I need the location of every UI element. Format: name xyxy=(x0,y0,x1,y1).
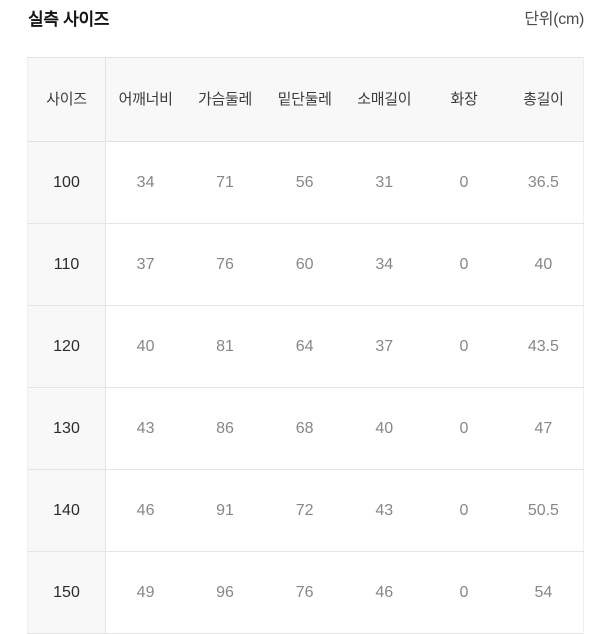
value-cell: 71 xyxy=(185,141,265,224)
size-cell: 150 xyxy=(27,551,106,634)
column-header-size: 사이즈 xyxy=(27,57,106,142)
value-cell: 47 xyxy=(503,387,584,470)
table-row: 110 37 76 60 34 0 40 xyxy=(27,223,584,306)
page-title: 실측 사이즈 xyxy=(28,10,110,29)
column-header-shoulder: 어깨너비 xyxy=(105,57,186,142)
table-row: 100 34 71 56 31 0 36.5 xyxy=(27,141,584,224)
value-cell: 56 xyxy=(264,141,345,224)
size-table: 사이즈 어깨너비 가슴둘레 밑단둘레 소매길이 화장 총길이 100 34 71… xyxy=(27,57,584,634)
value-cell: 54 xyxy=(503,551,584,634)
value-cell: 31 xyxy=(344,141,425,224)
table-row: 150 49 96 76 46 0 54 xyxy=(27,551,584,634)
size-cell: 100 xyxy=(27,141,106,224)
value-cell: 72 xyxy=(264,469,345,552)
value-cell: 81 xyxy=(185,305,265,388)
table-row: 130 43 86 68 40 0 47 xyxy=(27,387,584,470)
column-header-sleeve: 소매길이 xyxy=(344,57,425,142)
value-cell: 40 xyxy=(344,387,425,470)
value-cell: 64 xyxy=(264,305,345,388)
value-cell: 34 xyxy=(105,141,186,224)
value-cell: 0 xyxy=(424,305,504,388)
value-cell: 43.5 xyxy=(503,305,584,388)
value-cell: 0 xyxy=(424,469,504,552)
table-row: 120 40 81 64 37 0 43.5 xyxy=(27,305,584,388)
column-header-hwajang: 화장 xyxy=(424,57,504,142)
unit-label: 단위(cm) xyxy=(524,11,584,28)
value-cell: 40 xyxy=(503,223,584,306)
value-cell: 37 xyxy=(105,223,186,306)
column-header-chest: 가슴둘레 xyxy=(185,57,265,142)
value-cell: 34 xyxy=(344,223,425,306)
value-cell: 91 xyxy=(185,469,265,552)
size-cell: 120 xyxy=(27,305,106,388)
value-cell: 36.5 xyxy=(503,141,584,224)
value-cell: 60 xyxy=(264,223,345,306)
value-cell: 49 xyxy=(105,551,186,634)
value-cell: 86 xyxy=(185,387,265,470)
value-cell: 0 xyxy=(424,141,504,224)
value-cell: 68 xyxy=(264,387,345,470)
size-cell: 110 xyxy=(27,223,106,306)
value-cell: 0 xyxy=(424,387,504,470)
value-cell: 50.5 xyxy=(503,469,584,552)
table-header-row: 사이즈 어깨너비 가슴둘레 밑단둘레 소매길이 화장 총길이 xyxy=(27,57,584,142)
column-header-hem: 밑단둘레 xyxy=(264,57,345,142)
value-cell: 43 xyxy=(105,387,186,470)
value-cell: 40 xyxy=(105,305,186,388)
value-cell: 76 xyxy=(185,223,265,306)
value-cell: 46 xyxy=(105,469,186,552)
column-header-total-length: 총길이 xyxy=(503,57,584,142)
value-cell: 0 xyxy=(424,551,504,634)
section-header: 실측 사이즈 단위(cm) xyxy=(0,0,600,32)
value-cell: 96 xyxy=(185,551,265,634)
size-cell: 130 xyxy=(27,387,106,470)
value-cell: 37 xyxy=(344,305,425,388)
value-cell: 0 xyxy=(424,223,504,306)
value-cell: 76 xyxy=(264,551,345,634)
size-cell: 140 xyxy=(27,469,106,552)
value-cell: 43 xyxy=(344,469,425,552)
value-cell: 46 xyxy=(344,551,425,634)
table-row: 140 46 91 72 43 0 50.5 xyxy=(27,469,584,552)
